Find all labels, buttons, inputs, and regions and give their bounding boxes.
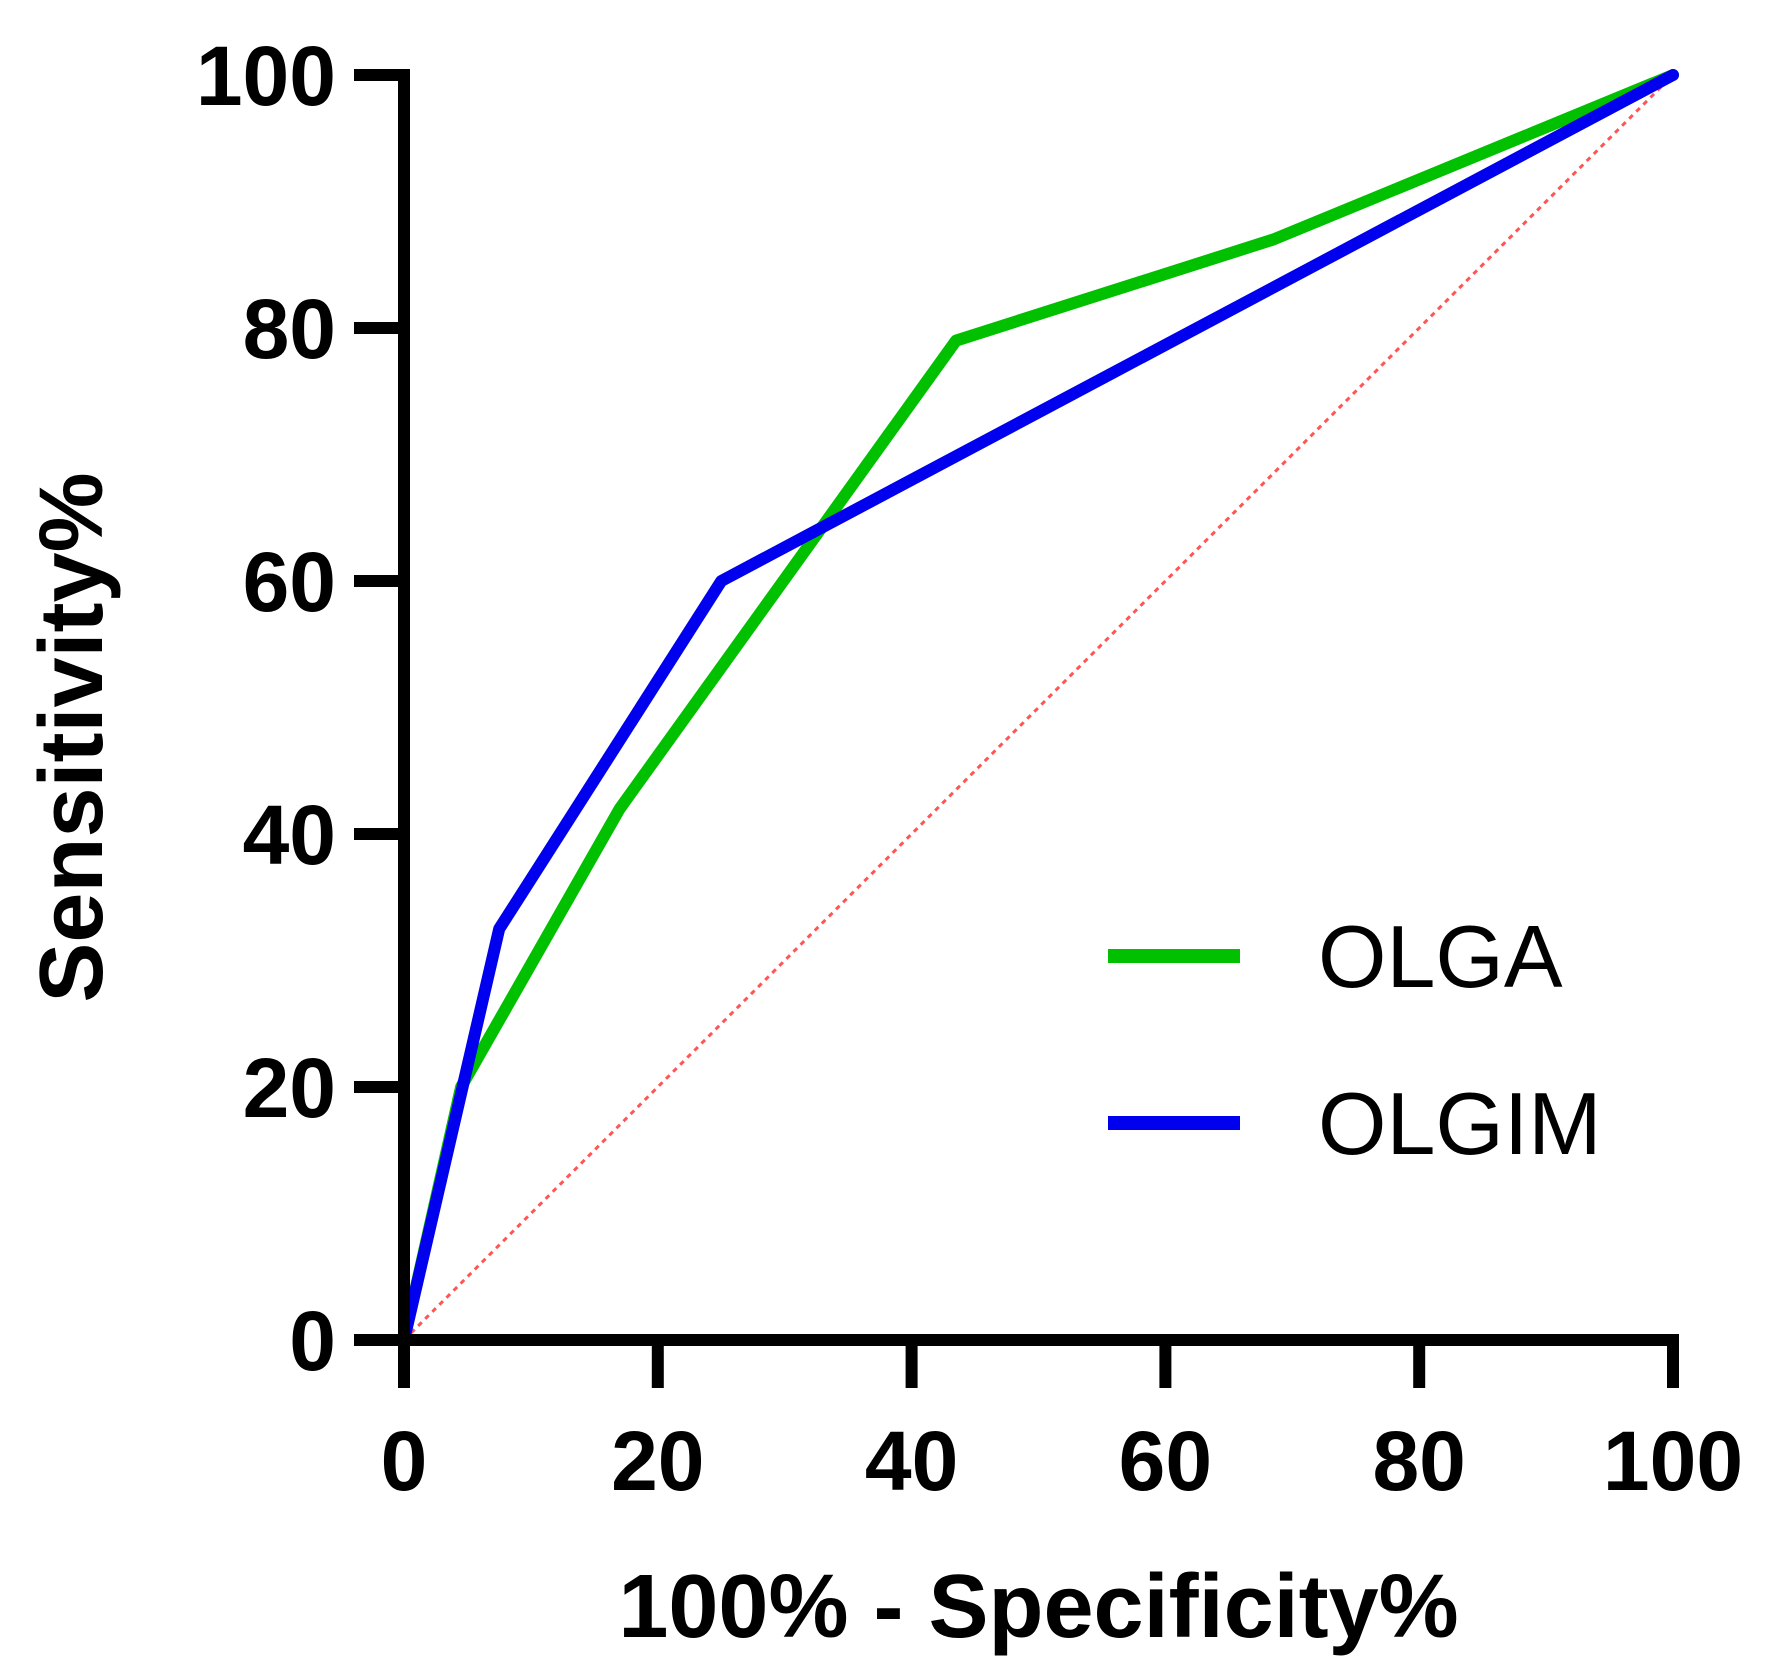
x-tick-label: 100: [1603, 1414, 1743, 1508]
x-tick-label: 0: [381, 1414, 428, 1508]
x-axis-ticks: 0 20 40 60 80 100: [381, 1340, 1743, 1508]
series-line-olgim: [398, 69, 1679, 1346]
y-tick-label: 40: [243, 788, 336, 882]
y-tick-label: 0: [289, 1294, 336, 1388]
y-tick-label: 80: [243, 282, 336, 376]
reference-line-layer: [402, 73, 1675, 1342]
series-layer: [398, 69, 1679, 1346]
reference-diagonal-line: [402, 73, 1675, 1342]
x-tick-label: 20: [611, 1414, 704, 1508]
x-tick-label: 40: [865, 1414, 958, 1508]
y-axis-title: Sensitivity%: [22, 472, 122, 1002]
y-tick-label: 60: [243, 535, 336, 629]
x-axis-title: 100% - Specificity%: [618, 1557, 1458, 1657]
y-tick-label: 100: [196, 29, 336, 123]
legend-label-olgim: OLGIM: [1318, 1074, 1602, 1173]
legend: OLGA OLGIM: [1108, 907, 1602, 1173]
plot-area: [398, 69, 1679, 1346]
y-tick-label: 20: [243, 1041, 336, 1135]
y-axis-ticks: 0 20 40 60 80 100: [196, 29, 404, 1388]
x-tick-label: 80: [1372, 1414, 1465, 1508]
x-tick-label: 60: [1119, 1414, 1212, 1508]
axes: 0 20 40 60 80 100 0 20 40 60 80 100: [196, 29, 1743, 1508]
legend-label-olga: OLGA: [1318, 907, 1563, 1006]
